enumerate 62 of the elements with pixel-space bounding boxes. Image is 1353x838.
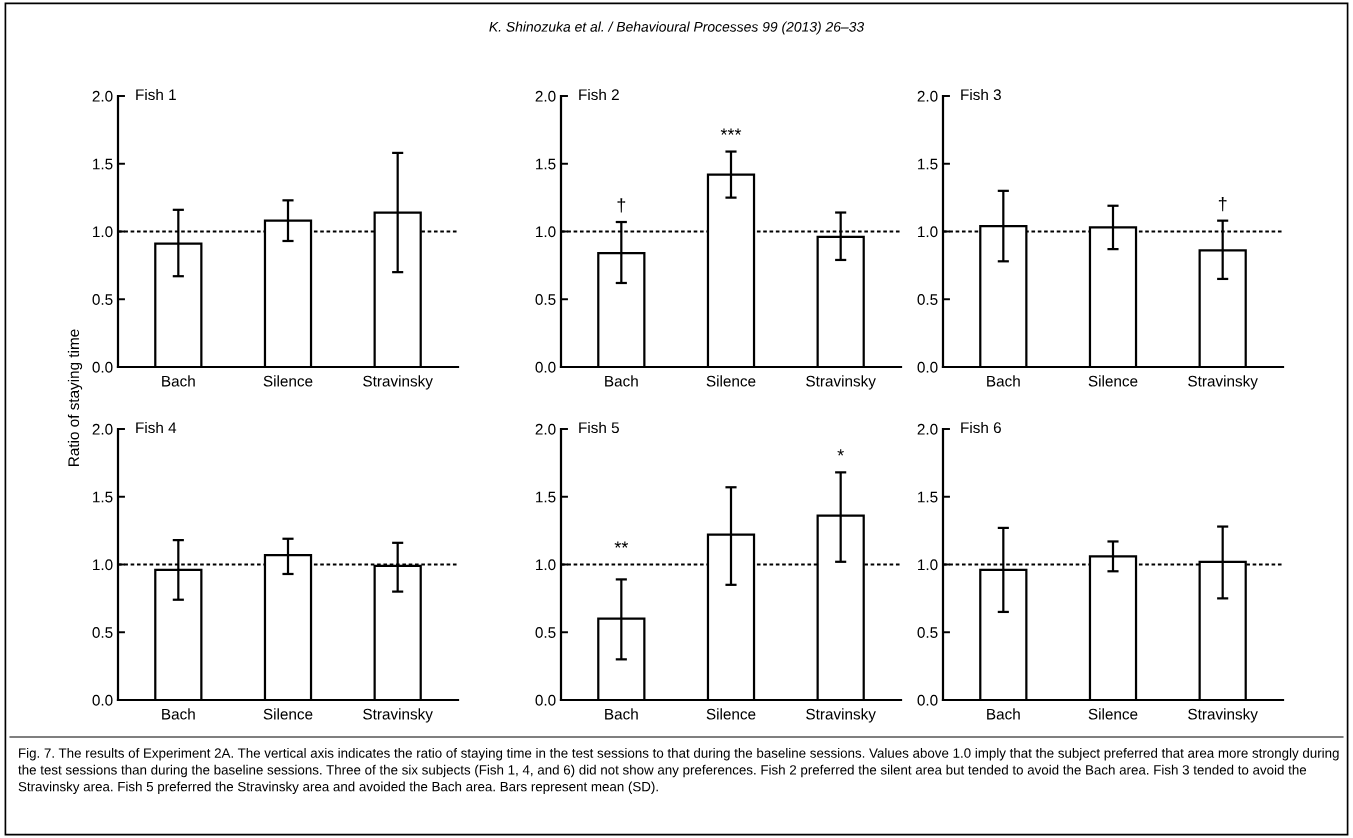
y-tick-label: 2.0 bbox=[92, 423, 113, 435]
annotation: † bbox=[1218, 196, 1227, 212]
annotation: † bbox=[617, 198, 626, 213]
chart-title: Fish 2 bbox=[579, 88, 619, 101]
y-tick-label: 0.5 bbox=[92, 627, 113, 638]
chart-title: Fish 3 bbox=[961, 88, 1001, 101]
y-tick-label: 1.0 bbox=[536, 559, 556, 571]
y-tick-label: 0.0 bbox=[535, 694, 556, 706]
chart-title: Fish 5 bbox=[579, 421, 619, 434]
annotation: ** bbox=[614, 541, 629, 548]
y-tick-label: 1.0 bbox=[918, 226, 938, 238]
x-tick-label: Silence bbox=[1088, 375, 1138, 387]
y-axis-title: Ratio of staying time bbox=[67, 329, 83, 466]
y-tick-label: 1.5 bbox=[536, 491, 556, 503]
x-tick-label: Bach bbox=[162, 708, 195, 720]
x-tick-label: Stravinsky bbox=[363, 375, 433, 390]
annotation: * bbox=[837, 449, 844, 456]
x-tick-label: Stravinsky bbox=[806, 708, 876, 723]
caption: Fig. 7. The results of Experiment 2A. The vertical axis indicates the ratio of staying time in the test sessions to that during the baseline sessions. Values above 1.0 imply that the subject preferred that area more strongly during the test sessions than during the baseline sessions. Three of the six subjects (Fish 1, 4, and 6) did not show any preferences. Fish 2 preferred the silent area but tended to avoid the Bach area. Fish 3 tended to avoid the Stravinsky area. Fish 5 preferred the Stravinsky area and avoided the Bach area. Bars represent mean (SD). bbox=[18, 748, 1339, 794]
y-tick-label: 0.5 bbox=[535, 627, 556, 638]
y-tick-label: 1.0 bbox=[918, 559, 938, 571]
x-tick-label: Stravinsky bbox=[1188, 708, 1258, 723]
y-tick-label: 2.0 bbox=[92, 90, 113, 102]
y-tick-label: 0.0 bbox=[917, 694, 938, 706]
x-tick-label: Bach bbox=[605, 708, 638, 720]
y-tick-label: 2.0 bbox=[917, 90, 938, 102]
x-tick-label: Bach bbox=[987, 708, 1020, 720]
y-tick-label: 0.5 bbox=[917, 627, 938, 638]
x-tick-label: Bach bbox=[987, 375, 1020, 387]
y-tick-label: 0.0 bbox=[917, 361, 938, 373]
x-tick-label: Silence bbox=[706, 708, 756, 720]
y-tick-label: 1.5 bbox=[93, 491, 113, 503]
x-tick-label: Silence bbox=[263, 708, 313, 720]
y-tick-label: 1.5 bbox=[918, 158, 938, 170]
y-tick-label: 0.0 bbox=[92, 361, 113, 373]
y-tick-label: 1.5 bbox=[536, 158, 556, 170]
chart-title: Fish 6 bbox=[961, 421, 1001, 434]
y-tick-label: 0.0 bbox=[535, 361, 556, 373]
x-tick-label: Silence bbox=[706, 375, 756, 387]
x-tick-label: Stravinsky bbox=[806, 375, 876, 390]
annotation: *** bbox=[720, 128, 742, 135]
x-tick-label: Silence bbox=[1088, 708, 1138, 720]
y-tick-label: 0.5 bbox=[92, 294, 113, 305]
y-tick-label: 1.0 bbox=[93, 559, 113, 571]
y-tick-label: 0.0 bbox=[92, 694, 113, 706]
x-tick-label: Stravinsky bbox=[363, 708, 433, 723]
chart-title: Fish 4 bbox=[136, 421, 177, 434]
text: K. Shinozuka et al. / Behavioural Processes 99 (2013) 26–33 bbox=[489, 21, 865, 35]
x-tick-label: Bach bbox=[162, 375, 195, 387]
y-tick-label: 0.5 bbox=[535, 294, 556, 305]
y-tick-label: 0.5 bbox=[917, 294, 938, 305]
y-tick-label: 2.0 bbox=[535, 423, 556, 435]
x-tick-label: Stravinsky bbox=[1188, 375, 1258, 390]
y-tick-label: 1.5 bbox=[93, 158, 113, 170]
x-tick-label: Silence bbox=[263, 375, 313, 387]
y-tick-label: 1.0 bbox=[93, 226, 113, 238]
y-tick-label: 2.0 bbox=[535, 90, 556, 102]
x-tick-label: Bach bbox=[605, 375, 638, 387]
y-tick-label: 1.5 bbox=[918, 491, 938, 503]
chart-title: Fish 1 bbox=[136, 88, 176, 101]
y-tick-label: 1.0 bbox=[536, 226, 556, 238]
y-tick-label: 2.0 bbox=[917, 423, 938, 435]
